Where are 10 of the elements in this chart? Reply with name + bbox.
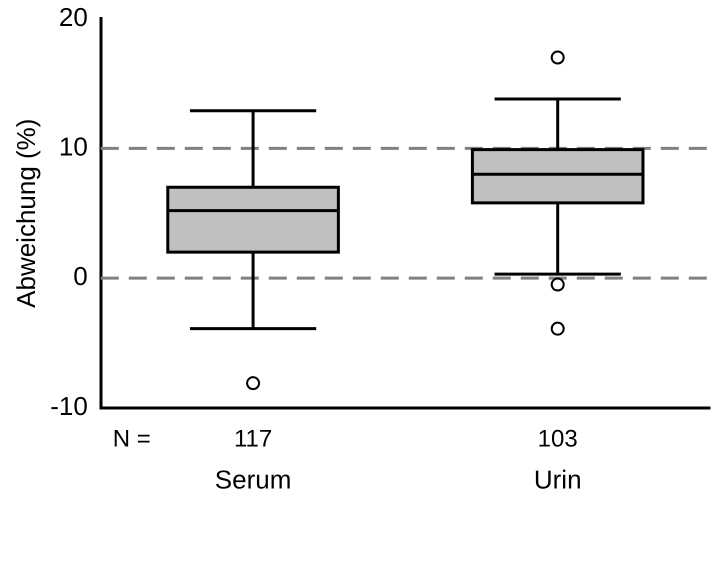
text: 103 [538,425,578,452]
text: 117 [234,425,272,452]
y-tick-label: 10 [58,132,88,162]
text: N = [112,425,151,452]
y-tick-label: 0 [73,261,88,292]
y-axis-title: Abweichung (%) [10,118,41,308]
x-tick-label: Urin [534,464,582,495]
y-tick-label: 20 [58,2,88,32]
x-tick-label: Serum [214,464,292,495]
y-tick-label: -10 [50,390,88,421]
